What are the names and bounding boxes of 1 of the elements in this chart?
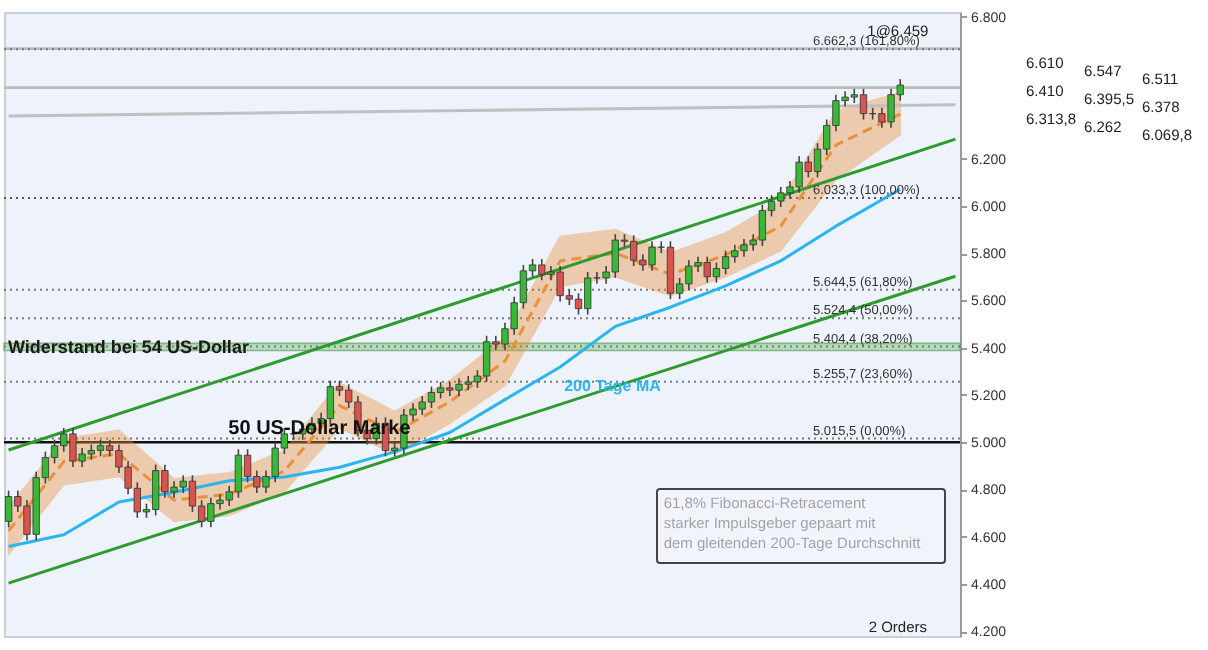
band-label: Widerstand bei 54 US-Dollar <box>8 336 250 357</box>
